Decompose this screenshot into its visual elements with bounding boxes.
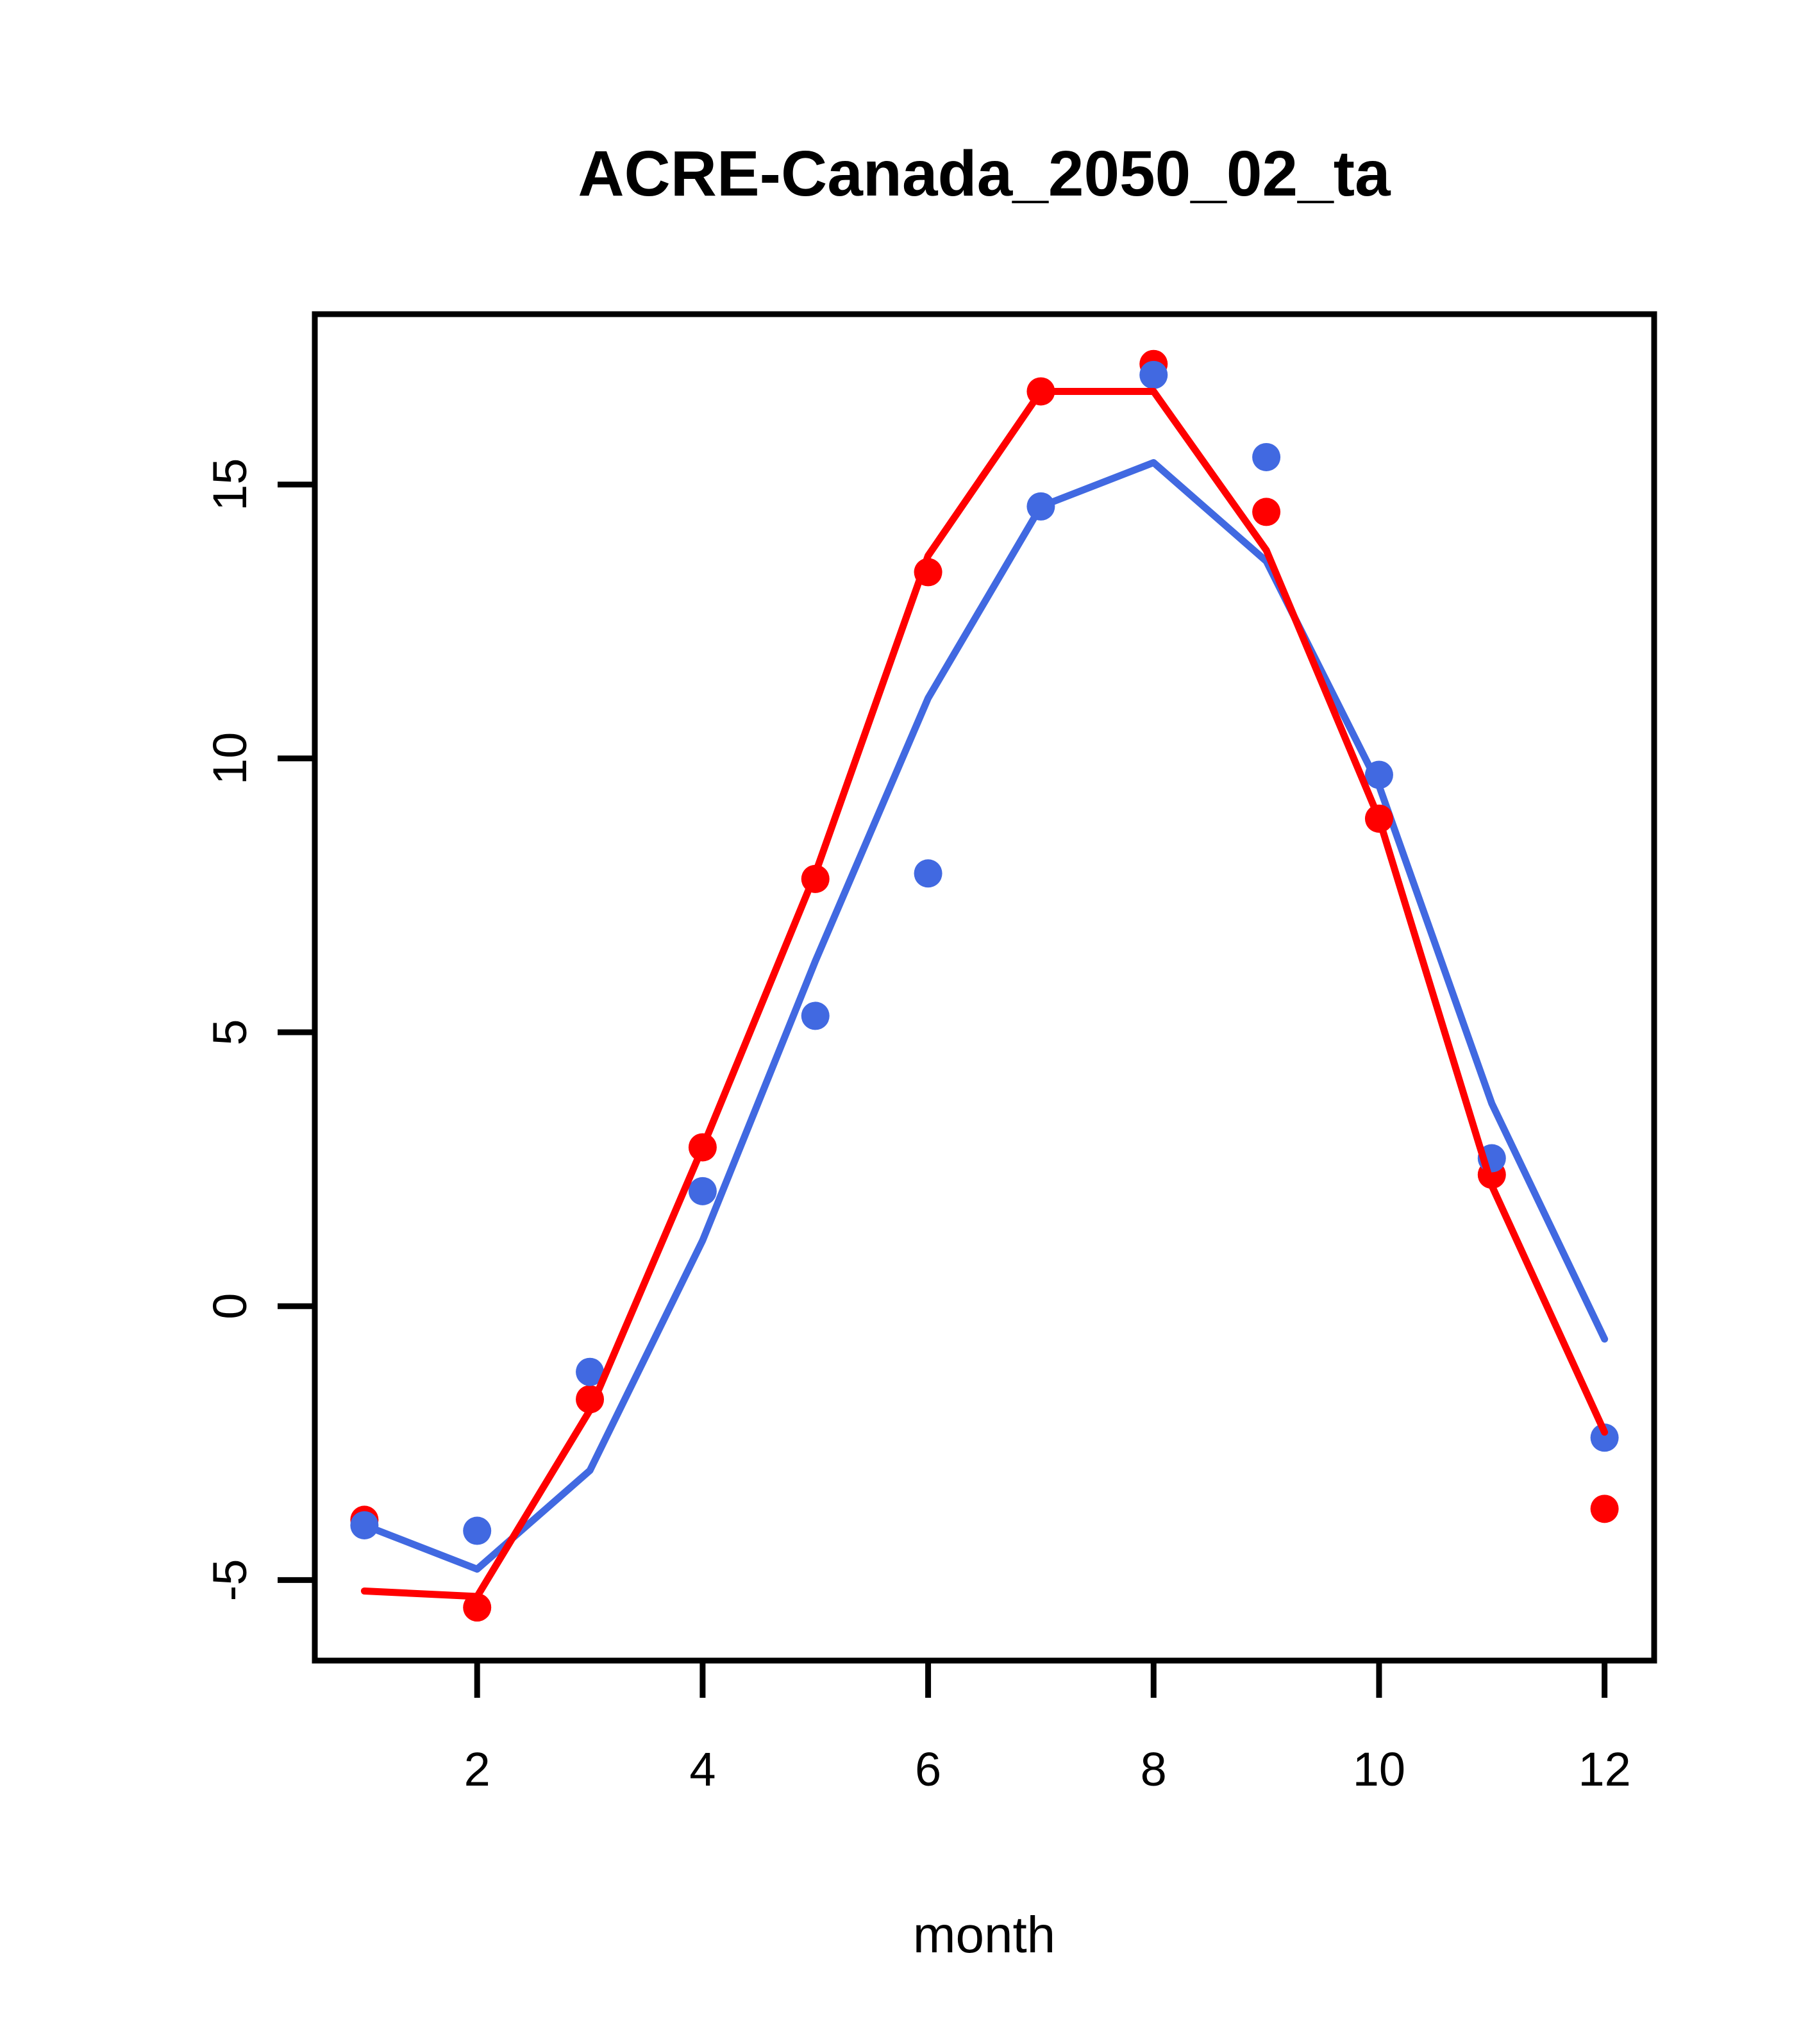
blue-points-marker [914, 859, 942, 888]
y-axis: -5 0 5 10 15 [203, 458, 315, 1602]
y-tick-label: 10 [203, 732, 256, 785]
y-tick-label: 15 [203, 458, 256, 511]
x-tick-label: 12 [1578, 1743, 1630, 1796]
blue-points-marker [1139, 360, 1168, 389]
blue-points-marker [801, 1001, 830, 1030]
x-axis: 2 4 6 8 10 12 [464, 1661, 1631, 1796]
x-tick-label: 10 [1353, 1743, 1405, 1796]
y-tick-label: 5 [203, 1019, 256, 1045]
x-axis-title: month [913, 1906, 1055, 1963]
blue-points-marker [576, 1357, 605, 1386]
x-tick-label: 8 [1141, 1743, 1167, 1796]
x-tick-label: 4 [689, 1743, 716, 1796]
blue-points-marker [463, 1516, 492, 1545]
y-tick-label: -5 [203, 1559, 256, 1602]
plot-box [312, 311, 1657, 1664]
chart-title: ACRE-Canada_2050_02_ta [578, 138, 1391, 210]
red-points-marker [1590, 1495, 1619, 1523]
blue-points-marker [1026, 492, 1055, 521]
red-points-marker [1252, 498, 1281, 526]
blue-points-marker [1590, 1423, 1619, 1452]
blue-points-marker [1364, 760, 1393, 789]
y-tick-label: 0 [203, 1293, 256, 1319]
series-layer [350, 349, 1619, 1622]
blue-points-marker [688, 1177, 717, 1205]
red-points-marker [463, 1593, 492, 1622]
x-tick-label: 2 [464, 1743, 490, 1796]
blue-points-marker [1252, 442, 1281, 471]
blue-points-marker [350, 1511, 379, 1539]
red-line [360, 387, 1609, 1600]
blue-line [360, 459, 1609, 1573]
x-tick-label: 6 [915, 1743, 941, 1796]
